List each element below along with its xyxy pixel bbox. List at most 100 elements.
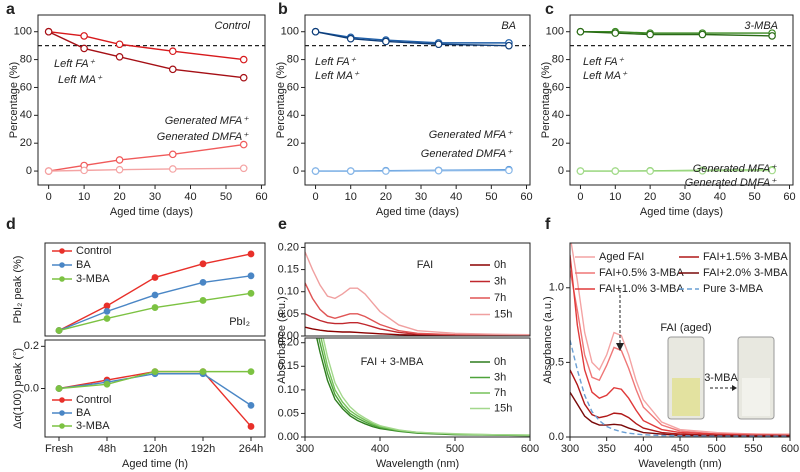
data-point bbox=[346, 167, 355, 175]
x-axis-label: Wavelength (nm) bbox=[376, 458, 459, 470]
y-axis-label: Percentage (%) bbox=[8, 62, 20, 138]
data-point bbox=[382, 167, 390, 175]
y-tick-label: 100 bbox=[281, 26, 299, 38]
data-point bbox=[698, 30, 707, 39]
x-tick-label: 0 bbox=[312, 191, 318, 203]
x-tick-label: 40 bbox=[450, 191, 462, 203]
series-label: Left MA⁺ bbox=[58, 74, 103, 86]
data-point bbox=[247, 423, 255, 430]
legend-marker bbox=[59, 248, 65, 254]
series-line bbox=[48, 143, 244, 172]
data-point bbox=[247, 401, 255, 409]
data-point bbox=[505, 166, 513, 175]
series-line bbox=[570, 243, 790, 435]
data-point bbox=[80, 166, 88, 175]
y-tick-label: 60 bbox=[287, 81, 299, 93]
plot-area bbox=[570, 27, 793, 175]
data-point bbox=[576, 167, 585, 175]
plot-area bbox=[38, 27, 265, 175]
x-tick-label: 40 bbox=[714, 191, 726, 203]
data-point bbox=[44, 167, 53, 175]
data-point bbox=[115, 156, 124, 164]
x-axis-label: Aged time (h) bbox=[122, 458, 188, 470]
data-point bbox=[247, 250, 255, 258]
legend-marker bbox=[59, 410, 65, 416]
x-tick-label: 0 bbox=[577, 191, 583, 203]
series-label: Generated DMFA⁺ bbox=[421, 148, 513, 160]
x-tick-label: 500 bbox=[707, 443, 725, 455]
legend-label: Control bbox=[76, 394, 111, 406]
series-label: Generated MFA⁺ bbox=[429, 129, 513, 141]
data-point bbox=[611, 29, 620, 37]
legend-label: 15h bbox=[494, 308, 512, 320]
data-point bbox=[247, 368, 255, 376]
inset-label: 3-MBA bbox=[704, 372, 738, 384]
annotation: 3-MBA bbox=[744, 20, 778, 32]
data-point bbox=[55, 385, 63, 392]
legend-marker bbox=[59, 262, 65, 268]
x-axis-label: Wavelength (nm) bbox=[638, 458, 721, 470]
arrow-head bbox=[616, 343, 624, 351]
plot-area bbox=[305, 27, 530, 175]
annotation: BA bbox=[501, 20, 516, 32]
legend-label: FAI+1.0% 3-MBA bbox=[599, 283, 684, 295]
data-point bbox=[55, 327, 63, 334]
y-tick-label: 0.10 bbox=[278, 286, 299, 298]
data-point bbox=[168, 65, 177, 74]
plot-frame bbox=[304, 337, 531, 438]
data-point bbox=[768, 166, 776, 175]
plot-area bbox=[55, 368, 255, 430]
series-line bbox=[570, 339, 790, 437]
y-tick-label: 40 bbox=[287, 109, 299, 121]
y-tick-label: 0.15 bbox=[278, 263, 299, 275]
vial-liquid bbox=[742, 378, 770, 416]
x-tick-label: 50 bbox=[485, 191, 497, 203]
series-label: Generated DMFA⁺ bbox=[157, 131, 249, 143]
x-tick-label: 264h bbox=[239, 443, 263, 455]
y-axis-label: PbI₂ peak (%) bbox=[12, 256, 24, 324]
plot-area bbox=[316, 338, 530, 437]
y-tick-label: 0.10 bbox=[278, 384, 299, 396]
series-label: Generated MFA⁺ bbox=[165, 115, 249, 127]
y-tick-label: 0 bbox=[293, 165, 299, 177]
legend-label: 3h bbox=[494, 275, 506, 287]
panel-letter: f bbox=[545, 216, 551, 233]
x-tick-label: 30 bbox=[415, 191, 427, 203]
plot-area bbox=[55, 250, 255, 334]
data-point bbox=[247, 272, 255, 280]
x-tick-label: 10 bbox=[345, 191, 357, 203]
plot-area bbox=[570, 243, 790, 437]
y-tick-label: 0.05 bbox=[278, 407, 299, 419]
data-point bbox=[646, 167, 654, 175]
plot-frame bbox=[44, 339, 266, 438]
y-axis-label: Percentage (%) bbox=[540, 62, 552, 138]
annotation: FAI + 3-MBA bbox=[361, 356, 424, 368]
x-tick-label: 48h bbox=[98, 443, 116, 455]
legend-marker bbox=[59, 397, 65, 403]
x-tick-label: 20 bbox=[113, 191, 125, 203]
inset: FAI (aged) 3-MBA bbox=[616, 290, 775, 420]
x-tick-label: 450 bbox=[671, 443, 689, 455]
data-point bbox=[346, 34, 355, 43]
inset-label: FAI (aged) bbox=[660, 322, 711, 334]
data-point bbox=[115, 40, 124, 49]
data-point bbox=[115, 165, 124, 174]
x-tick-label: 400 bbox=[634, 443, 652, 455]
y-tick-label: 0.00 bbox=[278, 330, 299, 342]
y-tick-label: 60 bbox=[552, 81, 564, 93]
x-tick-label: 10 bbox=[609, 191, 621, 203]
y-tick-label: 20 bbox=[20, 137, 32, 149]
panel-letter: e bbox=[278, 216, 287, 233]
x-tick-label: 20 bbox=[644, 191, 656, 203]
y-tick-label: 40 bbox=[552, 109, 564, 121]
panel-letter: d bbox=[6, 216, 16, 233]
plot-area bbox=[305, 251, 530, 336]
data-point bbox=[646, 30, 654, 39]
series-label: Left MA⁺ bbox=[315, 70, 360, 82]
series-line bbox=[48, 31, 244, 79]
annotation: FAI bbox=[417, 259, 434, 271]
plot-frame bbox=[37, 14, 266, 186]
legend-label: 3-MBA bbox=[76, 273, 110, 285]
x-axis-label: Aged time (days) bbox=[110, 206, 193, 218]
